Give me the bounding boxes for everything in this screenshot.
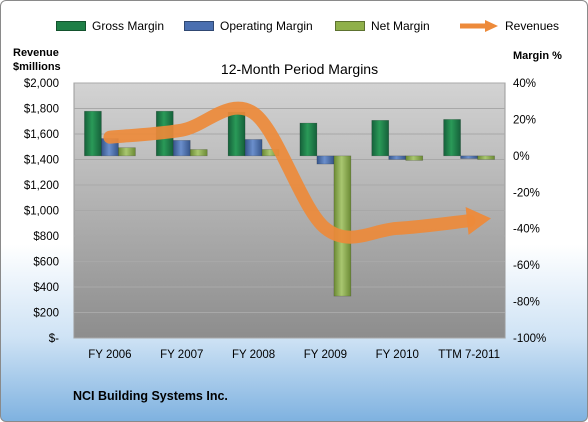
revenues-arrowhead [465, 206, 491, 235]
legend: Gross Margin Operating Margin Net Margin Re… [1, 16, 587, 36]
legend-swatch [335, 21, 365, 31]
legend-item-net-margin: Net Margin [335, 16, 430, 36]
left-axis-title-line-1: Revenue [13, 47, 59, 59]
left-tick-label: $200 [33, 308, 59, 320]
left-axis-title: Revenue $millions [13, 46, 61, 74]
gross-margin-bar [299, 122, 318, 157]
left-tick-label: $400 [33, 282, 59, 294]
left-tick-label: $600 [33, 257, 59, 269]
category-label: FY 2009 [304, 349, 347, 361]
legend-swatch [184, 21, 214, 31]
left-tick-label: $- [49, 333, 59, 345]
legend-label: Operating Margin [220, 19, 313, 33]
gross-margin-bar [84, 110, 102, 157]
legend-swatch [56, 21, 86, 31]
net-margin-bar [333, 155, 352, 297]
legend-item-gross-margin: Gross Margin [56, 16, 164, 36]
chart-title: 12-Month Period Margins [221, 61, 378, 77]
gross-margin-bar [371, 120, 390, 157]
right-tick-label: 0% [513, 151, 530, 163]
right-tick-label: -40% [513, 224, 540, 236]
right-tick-label: -100% [513, 333, 546, 345]
left-tick-label: $1,600 [24, 129, 59, 141]
legend-item-revenues: Revenues [459, 16, 559, 36]
revenues-line [103, 101, 476, 244]
left-axis-title-line-2: $millions [13, 61, 61, 73]
right-axis-title: Margin % [513, 50, 562, 62]
legend-label: Net Margin [371, 19, 430, 33]
operating-margin-bar [388, 155, 407, 160]
category-label: FY 2006 [88, 349, 131, 361]
net-margin-bar [405, 155, 424, 161]
company-name: NCI Building Systems Inc. [73, 389, 228, 403]
operating-margin-bar [244, 139, 263, 157]
category-label: FY 2007 [160, 349, 203, 361]
left-tick-label: $1,800 [24, 104, 59, 116]
right-tick-label: -20% [513, 187, 540, 199]
left-tick-label: $2,000 [24, 78, 59, 90]
right-tick-label: 40% [513, 78, 536, 90]
right-tick-label: 20% [513, 114, 536, 126]
left-tick-label: $1,200 [24, 180, 59, 192]
net-margin-bar [477, 155, 495, 160]
left-tick-label: $1,400 [24, 155, 59, 167]
left-tick-label: $800 [33, 231, 59, 243]
operating-margin-bar [172, 140, 191, 157]
gross-margin-bar [443, 119, 461, 157]
legend-arrow-icon [460, 20, 498, 32]
category-label: TTM 7-2011 [438, 349, 500, 361]
legend-label: Gross Margin [92, 19, 165, 33]
net-margin-bar [189, 149, 208, 157]
gross-margin-bar [227, 111, 246, 157]
legend-item-operating-margin: Operating Margin [184, 16, 313, 36]
right-tick-label: -60% [513, 260, 540, 272]
category-label: FY 2008 [232, 349, 275, 361]
operating-margin-bar [460, 155, 478, 159]
net-margin-bar [118, 147, 136, 157]
legend-label: Revenues [505, 19, 560, 33]
operating-margin-bar [316, 155, 335, 165]
right-tick-label: -80% [513, 297, 540, 309]
left-tick-label: $1,000 [24, 206, 59, 218]
category-label: FY 2010 [376, 349, 419, 361]
